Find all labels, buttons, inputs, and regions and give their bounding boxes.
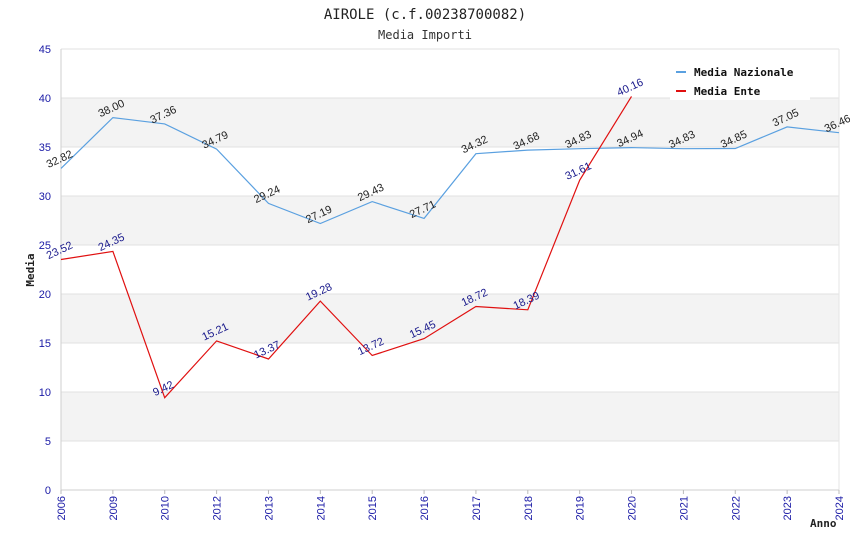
x-tick-label: 2021: [678, 496, 690, 520]
x-tick-label: 2020: [627, 496, 639, 520]
grid-bands: [60, 48, 840, 491]
grid-band: [61, 441, 839, 490]
grid-band: [61, 147, 839, 196]
y-axis-label: Media: [24, 253, 37, 286]
y-tick-label: 25: [39, 240, 51, 252]
x-axis-ticks: 2006 2009 2010 2012 2013 2014 2015 2016 2017 2018…: [56, 490, 846, 520]
legend-box: [670, 58, 810, 100]
y-tick-label: 15: [39, 338, 51, 350]
grid-band: [61, 392, 839, 441]
x-tick-label: 2012: [212, 496, 224, 520]
series-lines: [60, 96, 840, 399]
y-tick-label: 20: [39, 289, 51, 301]
legend: Media Nazionale Media Ente: [670, 58, 810, 100]
x-tick-label: 2016: [419, 496, 431, 520]
x-tick-label: 2010: [160, 496, 172, 520]
y-tick-label: 35: [39, 142, 51, 154]
y-tick-label: 45: [39, 44, 51, 56]
y-tick-label: 30: [39, 191, 51, 203]
grid-band: [61, 343, 839, 392]
y-tick-label: 0: [45, 485, 51, 497]
legend-label: Media Nazionale: [694, 66, 794, 79]
series-line-media-ente: [60, 96, 633, 399]
x-tick-label: 2022: [730, 496, 742, 520]
x-tick-label: 2006: [56, 496, 68, 520]
grid-band: [61, 245, 839, 294]
x-tick-label: 2014: [315, 496, 327, 520]
x-tick-label: 2024: [834, 496, 846, 520]
x-tick-label: 2013: [263, 496, 275, 520]
x-tick-label: 2018: [523, 496, 535, 520]
x-tick-label: 2023: [782, 496, 794, 520]
x-tick-label: 2017: [471, 496, 483, 520]
grid-band: [61, 196, 839, 245]
chart-subtitle: Media Importi: [378, 28, 472, 42]
y-tick-label: 40: [39, 93, 51, 105]
x-tick-label: 2015: [367, 496, 379, 520]
x-tick-label: 2019: [575, 496, 587, 520]
legend-label: Media Ente: [694, 85, 761, 98]
x-tick-label: 2009: [108, 496, 120, 520]
x-axis-label: Anno: [810, 517, 837, 530]
series-line-media-nazionale: [60, 116, 840, 225]
y-tick-label: 10: [39, 387, 51, 399]
grid-band: [61, 98, 839, 147]
chart-title: AIROLE (c.f.00238700082): [324, 7, 526, 23]
y-axis-ticks: 0 5 10 15 20 25 30 35 40 45: [39, 44, 51, 497]
grid-band: [61, 294, 839, 343]
y-tick-label: 5: [45, 436, 51, 448]
